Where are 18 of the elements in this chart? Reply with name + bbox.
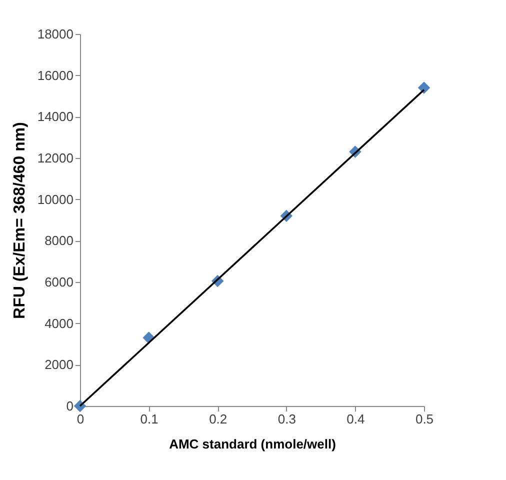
y-tick-label: 18000 — [37, 26, 74, 42]
y-tick-label: 14000 — [37, 109, 74, 124]
y-tick-label: 10000 — [37, 192, 74, 207]
x-tick-label: 0 — [76, 412, 84, 426]
x-tick-label: 0.4 — [346, 412, 365, 426]
y-tick-label: 6000 — [44, 274, 74, 290]
y-axis-title: RFU (Ex/Em= 368/460 nm) — [11, 122, 28, 319]
x-tick-label: 0.1 — [140, 412, 158, 426]
x-tick-label: 0.3 — [278, 412, 296, 426]
y-tick-label: 4000 — [44, 316, 74, 331]
x-tick-label: 0.2 — [209, 412, 228, 426]
x-axis-title: AMC standard (nmole/well) — [169, 436, 336, 452]
y-tick-label: 16000 — [37, 68, 74, 83]
x-tick-label: 0.5 — [415, 412, 434, 426]
y-tick-label: 12000 — [37, 150, 74, 166]
y-tick-label: 8000 — [44, 233, 74, 248]
y-tick-label: 2000 — [44, 357, 74, 372]
y-tick-label: 0 — [66, 398, 74, 414]
